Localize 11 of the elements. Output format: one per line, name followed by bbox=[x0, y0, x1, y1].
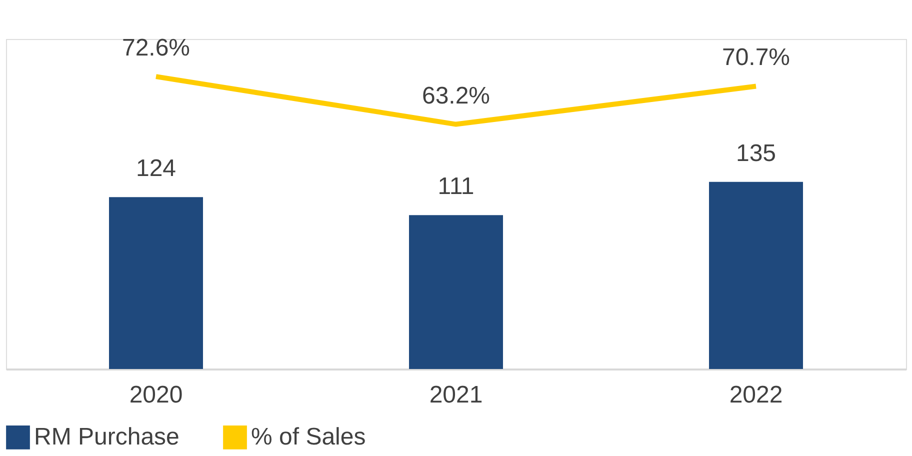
data-label: 124 bbox=[136, 155, 176, 182]
legend-label: RM Purchase bbox=[34, 423, 180, 450]
data-label: 70.7% bbox=[722, 44, 790, 72]
legend-label: % of Sales bbox=[251, 423, 366, 450]
data-label: 135 bbox=[736, 140, 776, 167]
data-label: 72.6% bbox=[122, 34, 190, 62]
data-label: 63.2% bbox=[422, 82, 490, 110]
x-tick-label: 2021 bbox=[429, 382, 483, 408]
x-tick-label: 2020 bbox=[129, 382, 183, 408]
x-tick-label: 2022 bbox=[729, 382, 783, 408]
data-label: 111 bbox=[438, 173, 474, 200]
